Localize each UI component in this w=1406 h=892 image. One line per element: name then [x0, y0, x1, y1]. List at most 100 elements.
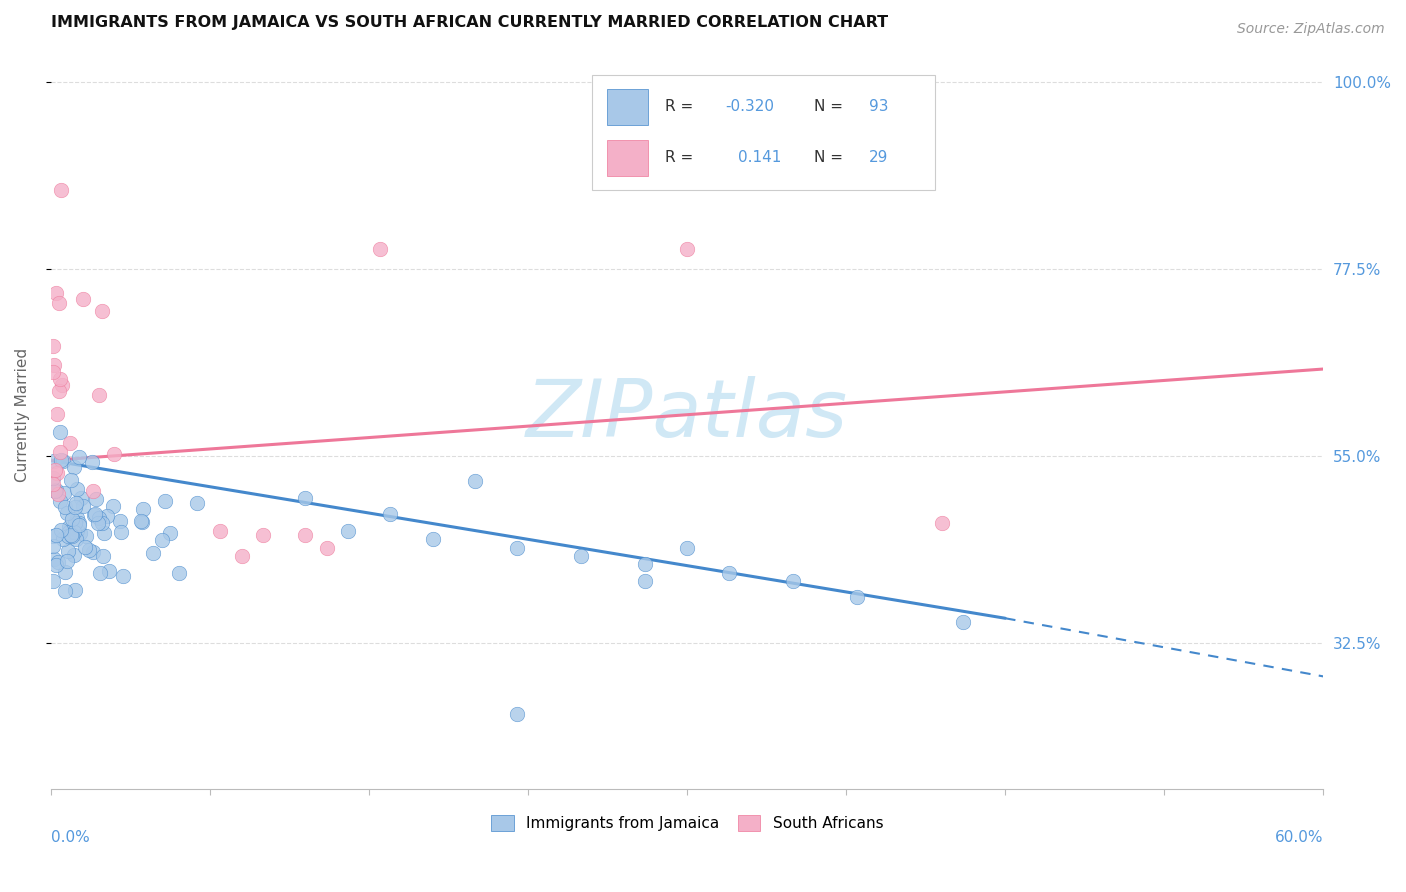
Point [49, 371, 72, 385]
Point [63, 500, 86, 514]
Point [67, 516, 90, 530]
Point [62, 549, 84, 563]
Point [63, 460, 86, 475]
Point [63, 524, 86, 539]
FancyBboxPatch shape [607, 89, 648, 125]
Point [48, 425, 70, 439]
Point [60, 529, 83, 543]
Point [129, 514, 152, 528]
Point [56, 553, 79, 567]
Point [87, 516, 110, 531]
Point [48, 295, 70, 310]
Point [315, 541, 337, 555]
Point [96, 509, 118, 524]
Point [46, 486, 69, 500]
Text: IMMIGRANTS FROM JAMAICA VS SOUTH AFRICAN CURRENTLY MARRIED CORRELATION CHART: IMMIGRANTS FROM JAMAICA VS SOUTH AFRICAN… [51, 15, 889, 30]
Point [83, 508, 105, 522]
Point [75, 529, 97, 543]
Text: 29: 29 [869, 151, 889, 166]
Point [42, 339, 65, 353]
Point [67, 518, 90, 533]
Point [150, 533, 173, 548]
Point [294, 491, 316, 505]
Point [48, 384, 70, 398]
Text: -0.320: -0.320 [725, 100, 775, 114]
Point [91, 549, 114, 564]
Point [53, 500, 76, 515]
Point [51, 377, 73, 392]
Point [59, 435, 82, 450]
Point [231, 549, 253, 563]
Point [464, 474, 486, 488]
Point [80, 455, 103, 469]
Point [782, 574, 804, 588]
Text: 60.0%: 60.0% [1275, 830, 1323, 845]
Point [42, 359, 65, 373]
Point [676, 541, 699, 555]
Point [65, 482, 87, 496]
Point [845, 591, 868, 605]
Point [42, 453, 65, 467]
Point [63, 516, 86, 531]
Point [58, 519, 80, 533]
Point [58, 529, 80, 543]
Point [45, 466, 67, 480]
Point [60, 527, 83, 541]
Point [422, 533, 444, 547]
Point [72, 499, 94, 513]
Point [103, 446, 125, 460]
Point [49, 494, 72, 508]
Point [142, 546, 165, 560]
Point [52, 532, 75, 546]
Point [77, 542, 100, 557]
Point [65, 532, 87, 546]
Point [111, 569, 134, 583]
Point [51, 183, 73, 197]
Point [368, 242, 391, 256]
Text: N =: N = [814, 100, 844, 114]
Point [252, 528, 274, 542]
Point [58, 524, 80, 539]
Point [52, 486, 75, 500]
Point [93, 526, 115, 541]
Text: R =: R = [665, 100, 693, 114]
Point [931, 516, 953, 530]
Point [65, 496, 87, 510]
Point [82, 545, 104, 559]
Point [91, 516, 114, 530]
Point [159, 525, 181, 540]
Point [336, 524, 359, 538]
Point [42, 366, 65, 380]
Point [633, 574, 655, 588]
Point [60, 474, 83, 488]
Point [506, 541, 529, 555]
Point [506, 706, 529, 721]
Point [294, 528, 316, 542]
Text: R =: R = [665, 151, 693, 166]
Text: 0.0%: 0.0% [51, 830, 90, 845]
Point [167, 566, 190, 581]
Point [42, 574, 65, 588]
FancyBboxPatch shape [592, 75, 935, 190]
Text: ZIPatlas: ZIPatlas [526, 376, 848, 454]
Point [44, 483, 66, 498]
Point [110, 514, 132, 528]
Point [75, 541, 97, 555]
Point [87, 388, 110, 402]
Legend: Immigrants from Jamaica, South Africans: Immigrants from Jamaica, South Africans [485, 809, 890, 837]
Point [42, 539, 65, 553]
Point [69, 526, 91, 541]
Point [569, 549, 592, 563]
Point [209, 524, 232, 538]
Point [101, 499, 124, 513]
Point [718, 566, 741, 580]
Point [633, 558, 655, 572]
Point [42, 552, 65, 566]
Point [83, 507, 105, 521]
Point [97, 564, 120, 578]
Point [62, 524, 84, 539]
Point [676, 242, 699, 256]
Point [45, 528, 67, 542]
Point [131, 502, 153, 516]
Point [952, 615, 974, 630]
